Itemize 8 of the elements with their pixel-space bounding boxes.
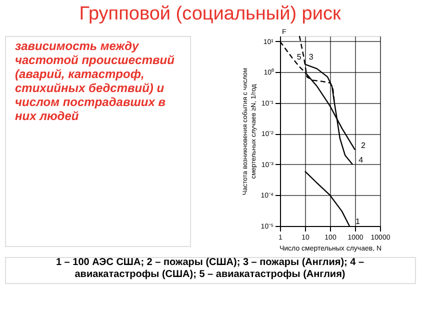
series-label: 5 — [296, 52, 302, 62]
series-label: 2 — [361, 140, 366, 150]
text: 1 – 100 АЭС США; 2 – пожары (США); 3 – пожары (Англия); 4 – авиакатастрофы (США); 5 – авиакатастрофы (Англия) — [56, 257, 364, 280]
text: зависимость между частотой происшествий (аварий, катастроф, стихийных бедствий) и числом пострадавших в них людей — [15, 39, 176, 123]
series-label: 3 — [308, 52, 314, 62]
chart-title: Групповой (социальный) риск — [79, 4, 342, 24]
series-label: 4 — [358, 155, 364, 164]
series-label: 1 — [355, 217, 360, 226]
